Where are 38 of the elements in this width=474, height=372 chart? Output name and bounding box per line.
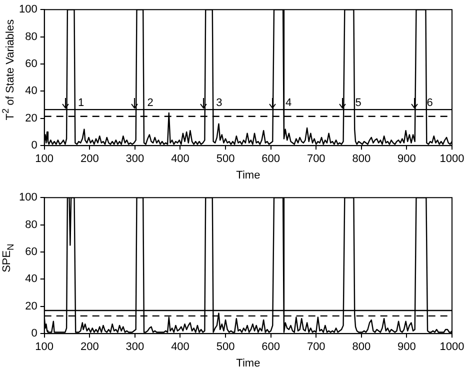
y-tick-label: 40 <box>25 273 38 286</box>
x-tick-label: 500 <box>216 341 235 354</box>
x-tick-label: 500 <box>216 153 235 166</box>
annotation: 2 <box>147 97 154 110</box>
y-tick-label: 100 <box>18 4 38 16</box>
y-tick-label: 40 <box>25 85 38 98</box>
x-tick-label: 400 <box>171 153 190 166</box>
x-tick-label: 1000 <box>440 341 464 354</box>
x-axis-title: Time <box>236 357 260 370</box>
annotation: 6 <box>426 97 433 110</box>
y-tick-label: 60 <box>25 58 38 70</box>
x-axis-title: Time <box>236 169 260 182</box>
annotation: 5 <box>355 97 362 110</box>
y-tick-label: 80 <box>25 218 38 231</box>
x-tick-label: 700 <box>306 341 326 354</box>
annotation: 1 <box>78 97 84 110</box>
x-tick-label: 700 <box>306 153 326 166</box>
x-tick-label: 300 <box>126 341 144 354</box>
x-tick-label: 200 <box>80 153 99 166</box>
x-tick-label: 800 <box>352 341 371 354</box>
x-tick-label: 800 <box>352 153 371 166</box>
y-tick-label: 20 <box>25 300 38 312</box>
x-tick-label: 900 <box>398 341 416 354</box>
x-tick-label: 600 <box>262 153 280 166</box>
x-tick-label: 300 <box>126 153 144 166</box>
x-tick-label: 1000 <box>440 153 464 166</box>
annotation: 4 <box>285 97 292 110</box>
y-tick-label: 0 <box>31 328 38 340</box>
y-tick-label: 20 <box>25 112 38 124</box>
x-tick-label: 400 <box>171 341 190 354</box>
x-tick-label: 600 <box>262 341 280 354</box>
y-tick-label: 100 <box>18 192 38 204</box>
x-tick-label: 200 <box>80 341 99 354</box>
y-tick-label: 80 <box>25 30 38 43</box>
x-tick-label: 900 <box>398 153 416 166</box>
y-tick-label: 60 <box>25 246 38 258</box>
y-tick-label: 0 <box>31 140 38 152</box>
annotation: 3 <box>216 97 222 110</box>
